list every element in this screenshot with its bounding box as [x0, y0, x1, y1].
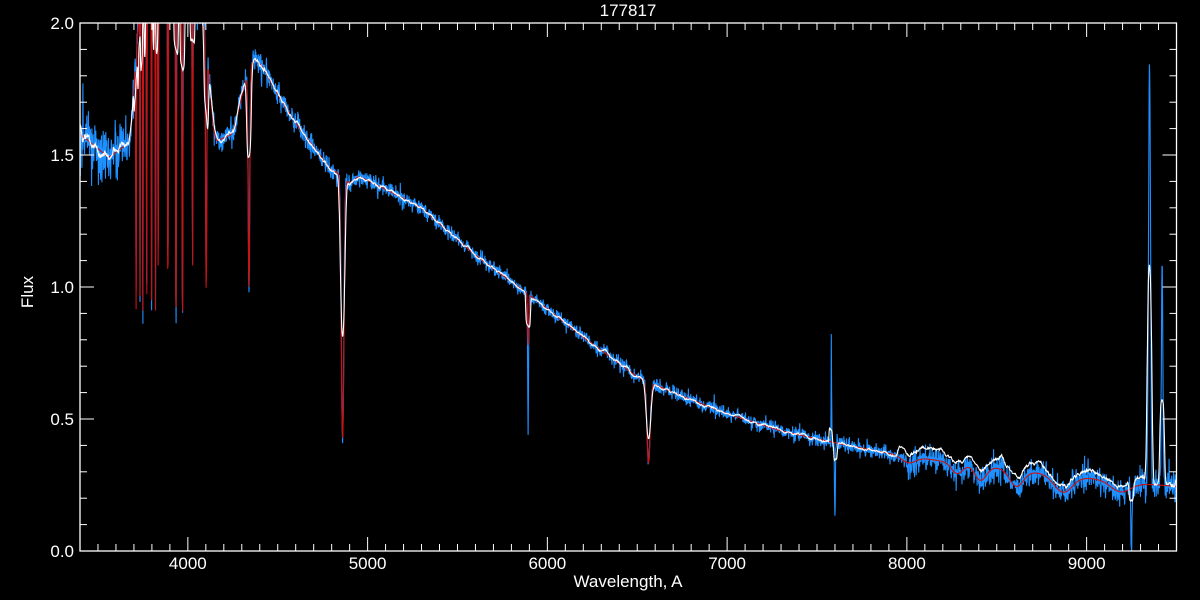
- svg-text:4000: 4000: [169, 554, 207, 573]
- svg-text:9000: 9000: [1068, 554, 1106, 573]
- svg-text:5000: 5000: [349, 554, 387, 573]
- svg-text:0.5: 0.5: [50, 410, 74, 429]
- svg-text:1.0: 1.0: [50, 278, 74, 297]
- svg-text:6000: 6000: [528, 554, 566, 573]
- svg-text:177817: 177817: [600, 1, 657, 20]
- svg-text:0.0: 0.0: [50, 542, 74, 561]
- svg-text:2.0: 2.0: [50, 14, 74, 33]
- svg-text:1.5: 1.5: [50, 146, 74, 165]
- svg-text:Wavelength, A: Wavelength, A: [574, 572, 684, 591]
- svg-text:8000: 8000: [888, 554, 926, 573]
- svg-text:Flux: Flux: [18, 275, 37, 308]
- svg-text:7000: 7000: [708, 554, 746, 573]
